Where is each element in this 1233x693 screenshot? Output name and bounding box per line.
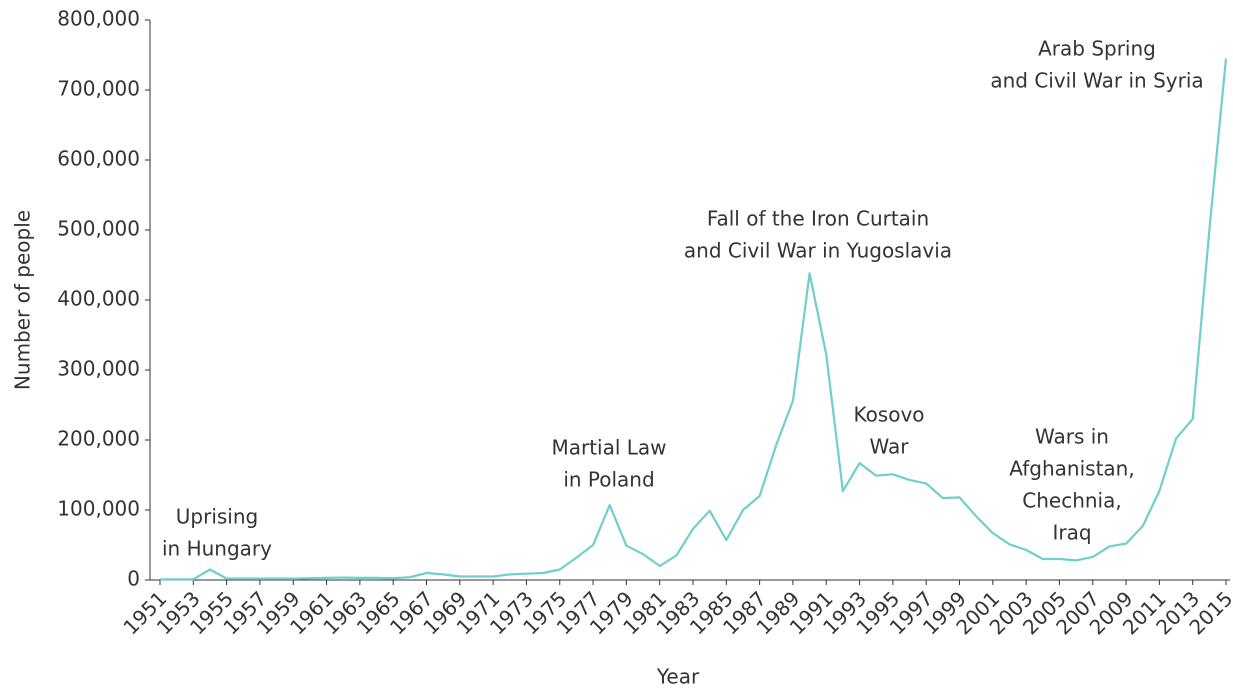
x-axis-label: Year bbox=[656, 665, 700, 689]
y-tick-label: 400,000 bbox=[57, 287, 140, 311]
y-tick-label: 600,000 bbox=[57, 147, 140, 171]
annotation: Afghanistan, bbox=[1009, 457, 1134, 481]
annotation: in Hungary bbox=[162, 537, 272, 561]
annotation: and Civil War in Yugoslavia bbox=[684, 239, 952, 263]
annotation: Martial Law bbox=[551, 436, 666, 460]
y-axis-label: Number of people bbox=[11, 210, 35, 390]
y-tick-label: 0 bbox=[127, 567, 140, 591]
y-tick-label: 700,000 bbox=[57, 77, 140, 101]
annotation: War bbox=[870, 435, 910, 459]
annotation: Wars in bbox=[1035, 425, 1109, 449]
annotation: Arab Spring bbox=[1038, 37, 1156, 61]
y-tick-label: 800,000 bbox=[57, 7, 140, 31]
annotation: Fall of the Iron Curtain bbox=[707, 207, 929, 231]
annotation: in Poland bbox=[563, 468, 654, 492]
annotation: Iraq bbox=[1052, 521, 1091, 545]
y-tick-label: 200,000 bbox=[57, 427, 140, 451]
annotation: Uprising bbox=[176, 505, 258, 529]
annotation: Chechnia, bbox=[1022, 489, 1121, 513]
y-tick-label: 500,000 bbox=[57, 217, 140, 241]
annotation: and Civil War in Syria bbox=[990, 69, 1203, 93]
data-line bbox=[160, 58, 1228, 581]
y-tick-label: 300,000 bbox=[57, 357, 140, 381]
y-tick-label: 100,000 bbox=[57, 497, 140, 521]
annotation: Kosovo bbox=[853, 403, 924, 427]
